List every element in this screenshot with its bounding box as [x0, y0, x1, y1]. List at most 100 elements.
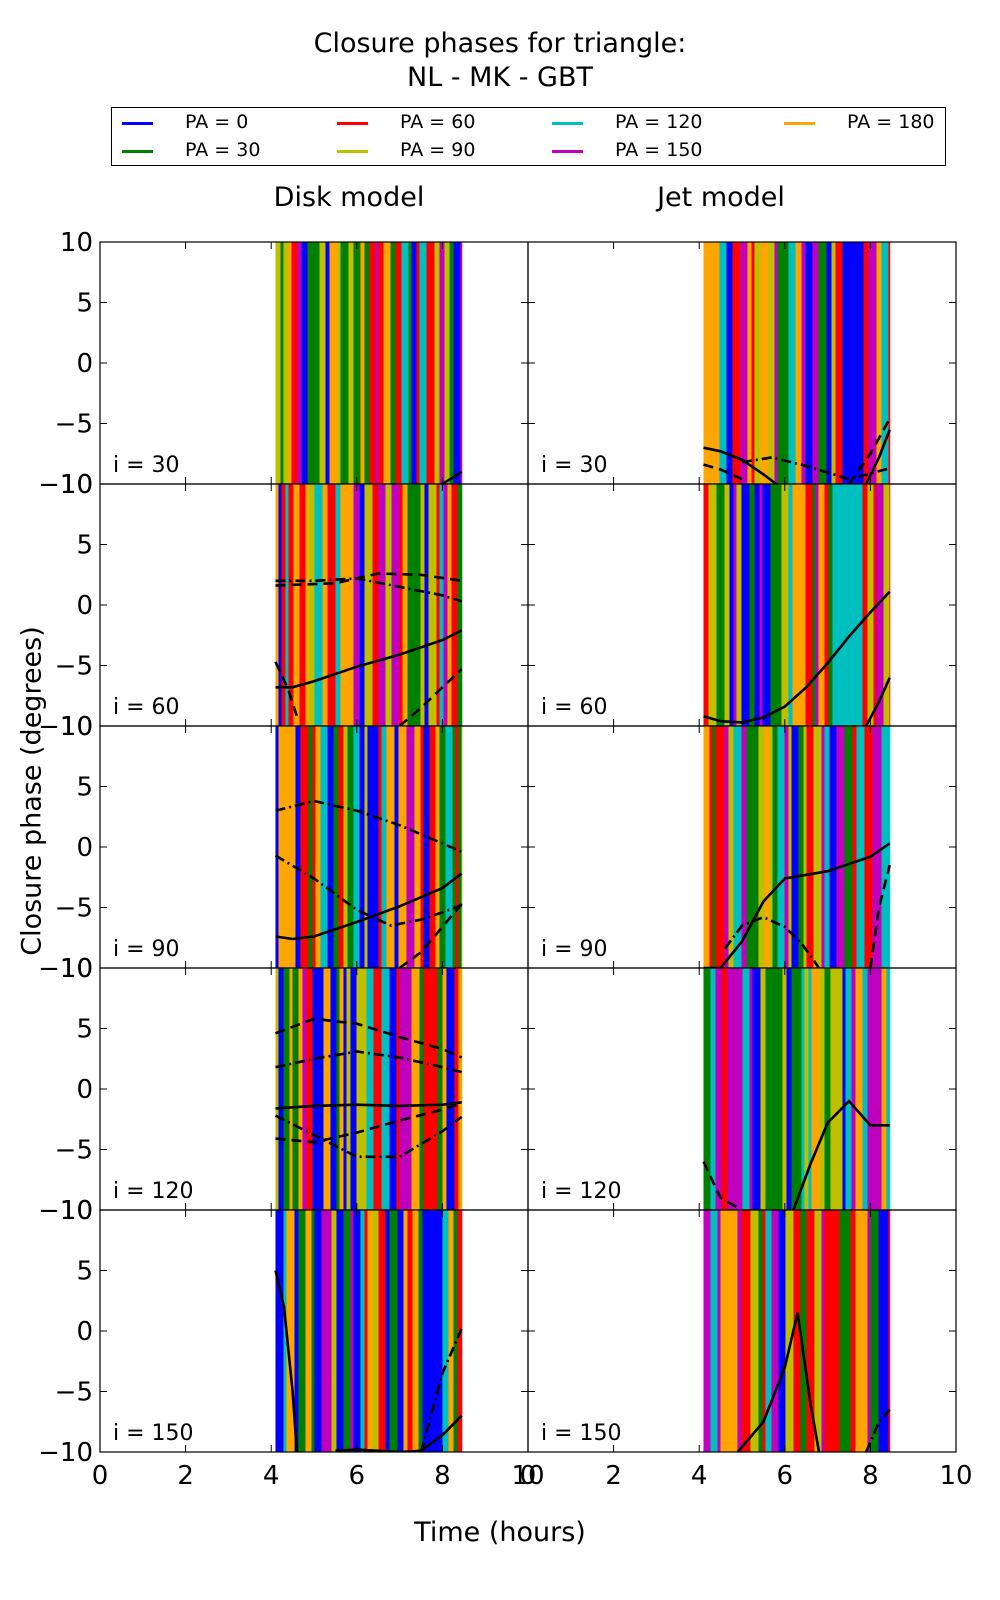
- legend-swatch-pa-150: [552, 150, 583, 153]
- band-stripe: [719, 242, 728, 484]
- legend-label-pa-30: PA = 30: [185, 139, 261, 161]
- column-title-jet-model: Jet model: [657, 182, 785, 213]
- legend-swatch-pa-90: [337, 150, 368, 153]
- y-tick-label: 10: [60, 470, 93, 500]
- band-stripe: [741, 1210, 746, 1452]
- band-stripe: [779, 968, 784, 1210]
- band-stripe: [307, 242, 314, 484]
- band-stripe: [314, 1210, 323, 1452]
- band-stripe: [721, 968, 729, 1210]
- band-stripe: [792, 484, 802, 726]
- band-stripe: [314, 484, 324, 726]
- band-stripe: [854, 484, 864, 726]
- band-stripe: [442, 1210, 450, 1452]
- band-stripe: [703, 242, 713, 484]
- band-stripe: [721, 726, 726, 968]
- band-stripe: [422, 1210, 432, 1452]
- band-stripe: [887, 726, 891, 968]
- y-tick-label: 10: [60, 712, 93, 742]
- band-stripe: [285, 484, 290, 726]
- y-tick-label: 0: [76, 1317, 93, 1347]
- band-stripe: [434, 242, 441, 484]
- band-stripe: [805, 242, 811, 484]
- model-curve-dashdot: [741, 456, 891, 481]
- band-stripe: [423, 968, 432, 1210]
- band-stripe: [813, 726, 818, 968]
- band-stripe: [378, 484, 387, 726]
- band-stripe: [418, 1210, 424, 1452]
- band-stripe: [818, 242, 828, 484]
- x-axis-label: Time (hours): [414, 1517, 586, 1548]
- band-stripe: [746, 726, 753, 968]
- band-stripe: [461, 726, 463, 968]
- x-tick-label: 2: [605, 1461, 622, 1491]
- band-stripe: [852, 726, 858, 968]
- band-stripe: [883, 484, 891, 726]
- band-stripe: [331, 1210, 338, 1452]
- band-stripe: [809, 242, 814, 484]
- band-stripe: [385, 484, 393, 726]
- band-stripe: [442, 968, 448, 1210]
- model-curve-dashdot: [864, 1408, 891, 1452]
- band-stripe: [403, 1210, 409, 1452]
- band-stripe: [452, 726, 457, 968]
- y-tick-label: 10: [60, 954, 93, 984]
- band-stripe: [867, 1210, 872, 1452]
- band-stripe: [302, 968, 308, 1210]
- band-stripe: [454, 968, 460, 1210]
- band-stripe: [852, 242, 860, 484]
- band-stripe: [367, 1210, 374, 1452]
- band-stripe: [881, 1210, 890, 1452]
- colored-band: [275, 968, 463, 1210]
- band-stripe: [399, 484, 404, 726]
- panel: i = 60: [99, 483, 529, 727]
- band-stripe: [717, 1210, 722, 1452]
- band-stripe: [321, 1210, 326, 1452]
- band-stripe: [873, 484, 878, 726]
- band-stripe: [763, 242, 770, 484]
- band-stripe: [724, 484, 731, 726]
- band-stripe: [343, 1210, 352, 1452]
- band-stripe: [308, 484, 316, 726]
- band-stripe: [718, 726, 723, 968]
- band-stripe: [323, 968, 332, 1210]
- band-stripe: [353, 1210, 362, 1452]
- band-stripe: [734, 968, 744, 1210]
- band-stripe: [724, 726, 730, 968]
- band-stripe: [733, 726, 743, 968]
- band-stripe: [378, 1210, 387, 1452]
- model-curve-dashed: [702, 1161, 743, 1210]
- band-stripe: [436, 484, 441, 726]
- band-stripe: [320, 968, 325, 1210]
- model-curve-dashed: [398, 668, 463, 726]
- colored-band: [275, 484, 463, 726]
- band-stripe: [275, 968, 280, 1210]
- band-stripe: [419, 968, 425, 1210]
- band-stripe: [306, 968, 314, 1210]
- band-stripe: [821, 1210, 826, 1452]
- column-title-disk-model: Disk model: [273, 182, 425, 213]
- band-stripe: [729, 484, 735, 726]
- band-stripe: [806, 1210, 816, 1452]
- band-stripe: [350, 1210, 355, 1452]
- model-curve-dashdot: [275, 799, 463, 853]
- band-stripe: [330, 968, 338, 1210]
- band-stripe: [741, 726, 748, 968]
- band-stripe: [338, 726, 345, 968]
- band-stripe: [458, 968, 463, 1210]
- band-stripe: [453, 242, 462, 484]
- model-curve-dashdot: [275, 577, 463, 603]
- x-tick-label: 8: [862, 1461, 879, 1491]
- legend-label-pa-0: PA = 0: [185, 111, 249, 133]
- y-tick-label: −5: [55, 894, 93, 924]
- band-stripe: [333, 726, 340, 968]
- colored-band: [703, 968, 891, 1210]
- band-stripe: [881, 242, 890, 484]
- band-stripe: [423, 726, 431, 968]
- band-stripe: [788, 242, 797, 484]
- band-stripe: [824, 484, 830, 726]
- band-stripe: [826, 242, 833, 484]
- band-stripe: [319, 242, 327, 484]
- band-stripe: [784, 726, 790, 968]
